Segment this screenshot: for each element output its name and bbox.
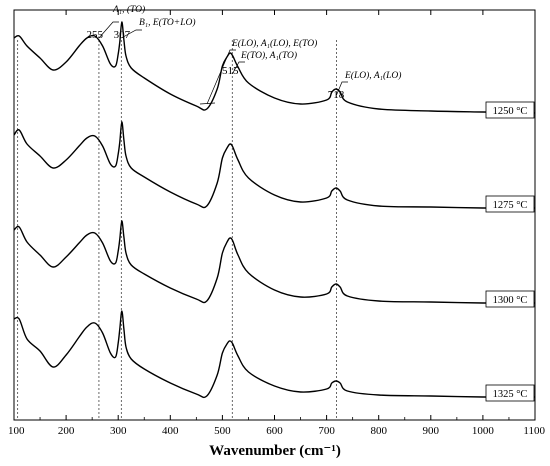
temperature-label-box-1 [485,101,535,119]
x-tick-label-100: 100 [8,425,25,437]
temperature-label-4: 1325 °C [493,389,528,400]
mode-annotation-3: E(LO), A₁(LO), E(TO) [231,38,317,49]
series-line-2 [13,121,536,209]
peak-label-307: 307 [114,29,131,41]
series-line-1 [13,21,536,114]
mode-annotation-5: E(LO), A₁(LO) [344,70,401,81]
temperature-labels: 1250 °C 1275 °C 1300 °C 1325 °C [485,101,535,402]
mode-annotation-1: A₁, (TO) [112,4,145,15]
x-tick-label-600: 600 [266,425,283,437]
temperature-label-2: 1275 °C [493,200,528,211]
x-tick-label-700: 700 [318,425,335,437]
temperature-label-3: 1300 °C [493,295,528,306]
series-line-3 [13,220,536,304]
x-axis-ticks: 100 200 300 400 500 600 700 800 900 1000 1100 [8,10,545,437]
plot-border [13,9,536,421]
annotation-leader-2 [121,29,142,39]
annotation-underline [199,102,216,105]
temperature-label-box-3 [485,290,535,308]
temperature-label-box-2 [485,195,535,213]
peak-label-718: 718 [328,89,345,101]
x-tick-label-200: 200 [58,425,75,437]
annotation-leader-3 [206,49,236,105]
mode-annotation-2: B₁, E(TO+LO) [139,17,196,28]
x-tick-label-800: 800 [370,425,387,437]
mode-annotation-4: E(TO), A₁(TO) [240,50,297,61]
peak-label-255: 255 [87,29,104,41]
plot-frame [13,9,536,421]
annotation-leader-1 [98,21,119,39]
x-tick-label-500: 500 [214,425,231,437]
annotations: 255 307 515 718 A₁, (TO) B₁, E(TO+LO) E(LO), A… [87,4,401,105]
annotation-leader-5 [336,81,348,96]
x-tick-label-400: 400 [162,425,179,437]
x-tick-label-1000: 1000 [472,425,495,437]
x-tick-label-300: 300 [110,425,127,437]
temperature-label-1: 1250 °C [493,106,528,117]
annotation-leader-4 [231,61,245,75]
x-tick-label-1100: 1100 [523,425,545,437]
x-tick-label-900: 900 [423,425,440,437]
temperature-label-box-4 [485,384,535,402]
x-axis-label: Wavenumber (cm⁻¹) [209,443,341,459]
peak-label-515: 515 [222,65,239,77]
series-lines [13,21,536,399]
series-line-4 [13,310,536,399]
